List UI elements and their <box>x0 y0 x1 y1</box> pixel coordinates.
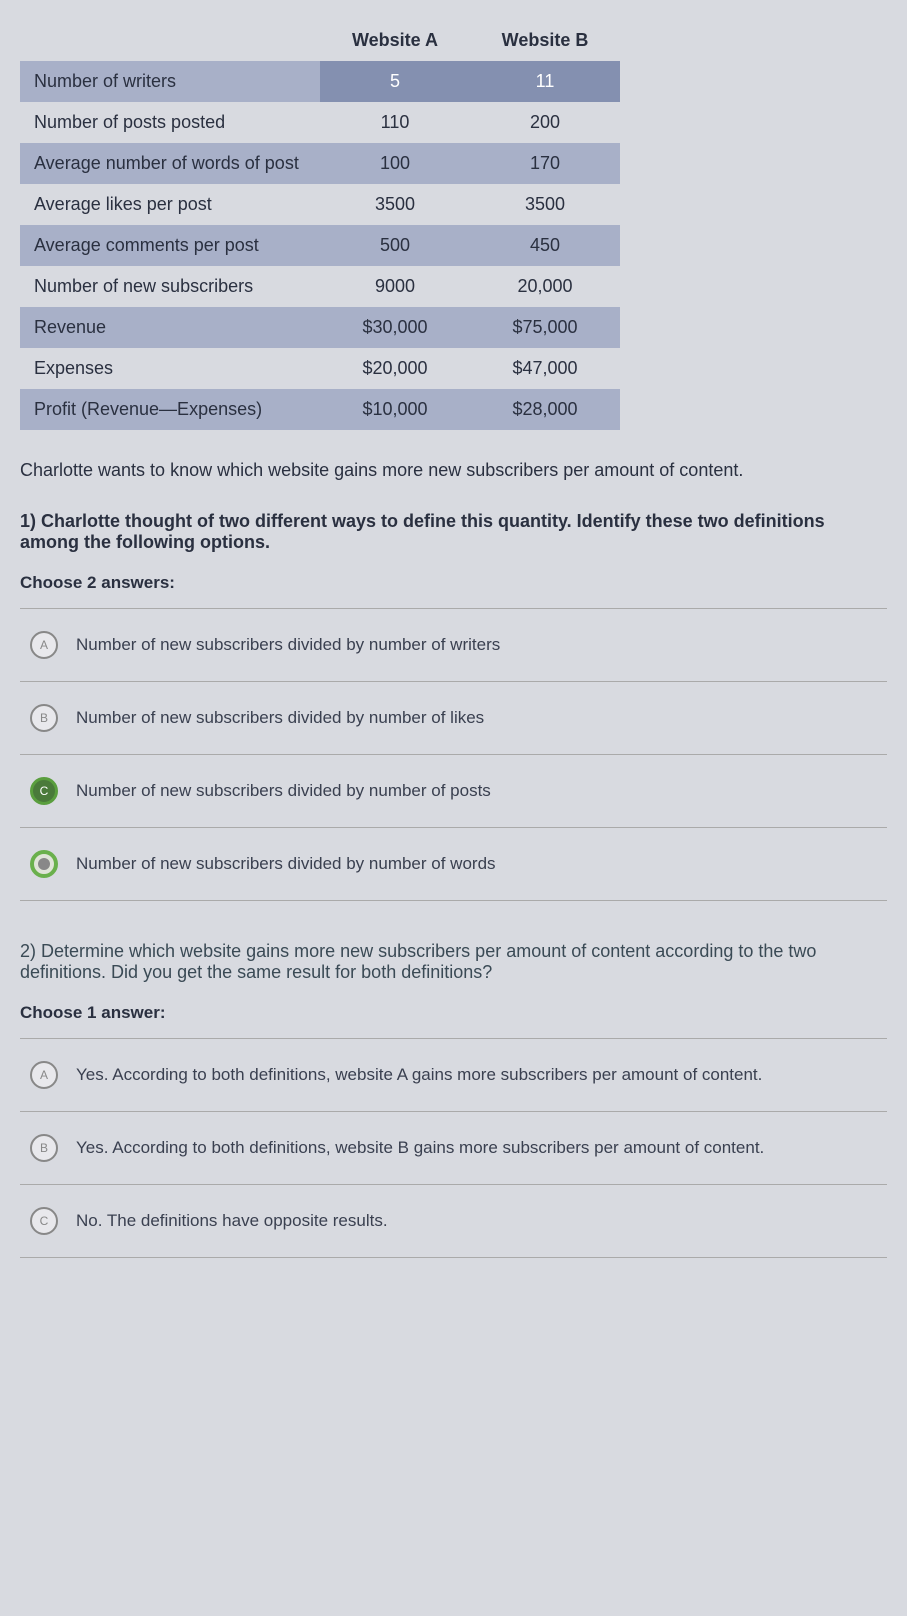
radio-button[interactable]: B <box>30 1134 58 1162</box>
table-row: Average comments per post500450 <box>20 225 620 266</box>
table-cell: Number of new subscribers <box>20 266 320 307</box>
option-text: Number of new subscribers divided by num… <box>76 854 496 874</box>
table-header <box>20 20 320 61</box>
option-text: Number of new subscribers divided by num… <box>76 781 491 801</box>
radio-button[interactable]: A <box>30 1061 58 1089</box>
table-cell: Number of posts posted <box>20 102 320 143</box>
table-cell: Average comments per post <box>20 225 320 266</box>
table-cell: 170 <box>470 143 620 184</box>
answer-option[interactable]: C No. The definitions have opposite resul… <box>20 1184 887 1258</box>
choose-instruction-2: Choose 1 answer: <box>20 1003 887 1023</box>
option-text: No. The definitions have opposite result… <box>76 1211 388 1231</box>
data-table: Website A Website B Number of writers511… <box>20 20 620 430</box>
table-cell: $30,000 <box>320 307 470 348</box>
table-cell: 200 <box>470 102 620 143</box>
option-text: Number of new subscribers divided by num… <box>76 708 484 728</box>
answer-option[interactable]: C Number of new subscribers divided by nu… <box>20 754 887 827</box>
table-row: Number of writers511 <box>20 61 620 102</box>
table-cell: Average likes per post <box>20 184 320 225</box>
table-cell: Average number of words of post <box>20 143 320 184</box>
question-2-options: A Yes. According to both definitions, web… <box>20 1038 887 1258</box>
answer-option[interactable]: B Yes. According to both definitions, web… <box>20 1111 887 1184</box>
radio-button[interactable]: B <box>30 704 58 732</box>
table-row: Average likes per post35003500 <box>20 184 620 225</box>
table-cell: 100 <box>320 143 470 184</box>
table-cell: $47,000 <box>470 348 620 389</box>
answer-option[interactable]: B Number of new subscribers divided by nu… <box>20 681 887 754</box>
table-cell: 11 <box>470 61 620 102</box>
table-row: Revenue$30,000$75,000 <box>20 307 620 348</box>
table-cell: 450 <box>470 225 620 266</box>
option-text: Yes. According to both definitions, webs… <box>76 1065 762 1085</box>
table-cell: 3500 <box>320 184 470 225</box>
table-row: Expenses$20,000$47,000 <box>20 348 620 389</box>
question-1-options: A Number of new subscribers divided by nu… <box>20 608 887 901</box>
question-1-prompt: 1) Charlotte thought of two different wa… <box>20 511 887 553</box>
table-cell: $10,000 <box>320 389 470 430</box>
table-cell: 9000 <box>320 266 470 307</box>
table-row: Profit (Revenue—Expenses)$10,000$28,000 <box>20 389 620 430</box>
table-cell: $75,000 <box>470 307 620 348</box>
table-row: Average number of words of post100170 <box>20 143 620 184</box>
intro-text: Charlotte wants to know which website ga… <box>20 460 887 481</box>
radio-button[interactable]: A <box>30 631 58 659</box>
table-cell: 110 <box>320 102 470 143</box>
table-cell: 20,000 <box>470 266 620 307</box>
table-cell: $28,000 <box>470 389 620 430</box>
table-row: Number of posts posted110200 <box>20 102 620 143</box>
option-text: Number of new subscribers divided by num… <box>76 635 500 655</box>
table-cell: Expenses <box>20 348 320 389</box>
table-cell: 5 <box>320 61 470 102</box>
choose-instruction-1: Choose 2 answers: <box>20 573 887 593</box>
table-cell: Revenue <box>20 307 320 348</box>
table-cell: Number of writers <box>20 61 320 102</box>
table-header: Website B <box>470 20 620 61</box>
radio-button[interactable]: C <box>30 777 58 805</box>
table-cell: 3500 <box>470 184 620 225</box>
radio-button[interactable]: C <box>30 1207 58 1235</box>
table-header: Website A <box>320 20 470 61</box>
radio-button[interactable] <box>30 850 58 878</box>
answer-option[interactable]: A Number of new subscribers divided by nu… <box>20 608 887 681</box>
answer-option[interactable]: A Yes. According to both definitions, web… <box>20 1038 887 1111</box>
option-text: Yes. According to both definitions, webs… <box>76 1138 764 1158</box>
answer-option[interactable]: Number of new subscribers divided by num… <box>20 827 887 901</box>
table-row: Number of new subscribers900020,000 <box>20 266 620 307</box>
table-cell: Profit (Revenue—Expenses) <box>20 389 320 430</box>
table-cell: $20,000 <box>320 348 470 389</box>
table-cell: 500 <box>320 225 470 266</box>
question-2-prompt: 2) Determine which website gains more ne… <box>20 941 887 983</box>
